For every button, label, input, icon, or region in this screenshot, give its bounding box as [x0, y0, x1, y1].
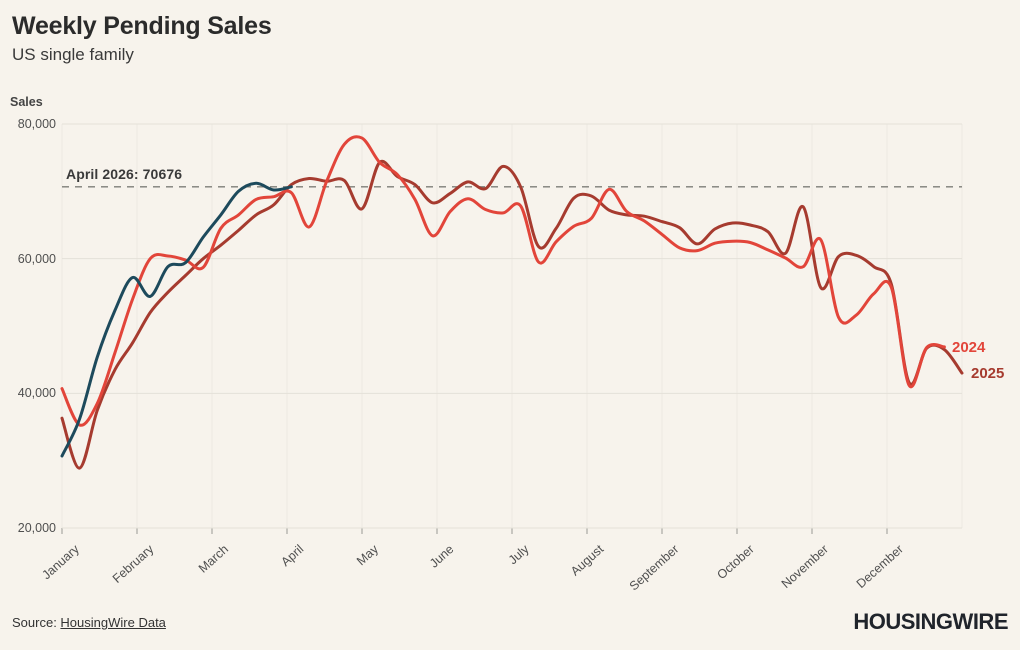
- page-title: Weekly Pending Sales: [12, 12, 272, 40]
- reference-line-annotation: April 2026: 70676: [66, 166, 183, 182]
- page-subtitle: US single family: [12, 45, 134, 64]
- source-link[interactable]: HousingWire Data: [60, 615, 166, 630]
- y-tick-label: 20,000: [17, 521, 56, 535]
- series-line-2026: [60, 181, 293, 458]
- source-line: Source: HousingWire Data: [12, 615, 166, 630]
- series-line-2024: [60, 135, 946, 427]
- y-axis-label: Sales: [10, 95, 43, 109]
- legend-label-2024: 2024: [952, 339, 986, 356]
- source-prefix: Source:: [12, 615, 61, 630]
- legend-label-2025: 2025: [971, 365, 1005, 382]
- housingwire-logo: HOUSINGWIRE: [853, 609, 1008, 634]
- y-tick-label: 40,000: [17, 386, 56, 401]
- y-tick-label: 60,000: [17, 251, 56, 266]
- y-tick-label: 80,000: [17, 117, 56, 131]
